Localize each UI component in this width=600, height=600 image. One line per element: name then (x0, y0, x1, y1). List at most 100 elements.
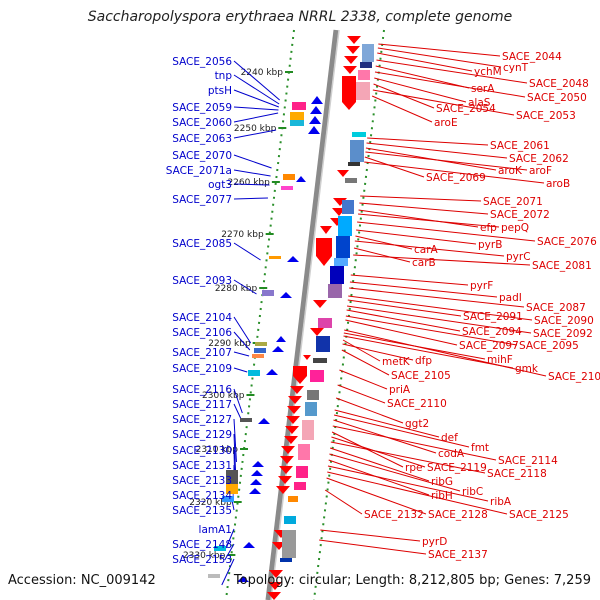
right-gene-label[interactable]: SACE_2118 (487, 468, 547, 480)
right-gene-label[interactable]: SACE_2054 (436, 103, 496, 115)
right-gene-label[interactable]: SACE_2062 (509, 153, 569, 165)
left-gene-label[interactable]: SACE_2135 (172, 505, 232, 517)
right-gene-label[interactable]: SACE_2097 (459, 340, 519, 352)
right-gene-label[interactable]: pyrD (422, 536, 447, 548)
right-gene-label[interactable]: SACE_2132 (364, 509, 424, 521)
right-leader-line (365, 151, 528, 171)
right-gene-label[interactable]: SACE_2101 (548, 371, 600, 383)
page-title: Saccharopolyspora erythraea NRRL 2338, c… (87, 9, 513, 25)
right-gene-label[interactable]: SACE_2050 (527, 92, 587, 104)
right-gene-label[interactable]: def (441, 432, 458, 444)
right-leader-line (350, 274, 469, 286)
left-leader-line (233, 197, 268, 200)
left-gene-label[interactable]: SACE_2070 (172, 150, 232, 162)
left-gene-label[interactable]: SACE_2129 (172, 429, 232, 441)
left-gene-label[interactable]: SACE_2133 (172, 475, 232, 487)
left-gene-label[interactable]: SACE_2071a (166, 165, 232, 177)
right-gene-label[interactable]: ribA (490, 496, 512, 508)
left-gene-label[interactable]: SACE_2134 (172, 490, 232, 502)
right-gene-label[interactable]: alaS (468, 97, 491, 109)
left-gene-label[interactable]: SACE_2059 (172, 102, 232, 114)
right-gene-label[interactable]: codA (438, 448, 465, 460)
right-gene-label[interactable]: ychM (474, 66, 502, 78)
right-gene-label[interactable]: priA (389, 384, 411, 396)
reverse-strand-arrows (267, 36, 361, 600)
right-gene-label[interactable]: rpe (405, 462, 422, 474)
right-gene-label[interactable]: ribH (431, 490, 453, 502)
right-gene-label[interactable]: SACE_2094 (462, 326, 522, 338)
right-gene-label[interactable]: SACE_2072 (490, 209, 550, 221)
right-gene-label[interactable]: SACE_2076 (537, 236, 597, 248)
right-gene-label[interactable]: mihF (487, 354, 513, 366)
right-gene-label[interactable]: SACE_2105 (391, 370, 451, 382)
right-gene-label[interactable]: fmt (471, 442, 489, 454)
left-gene-label[interactable]: SACE_2130 (172, 445, 232, 457)
right-gene-label[interactable]: aroF (529, 165, 552, 177)
left-gene-label[interactable]: SACE_2104 (172, 312, 232, 324)
left-gene-label[interactable]: SACE_2085 (172, 238, 232, 250)
right-gene-label[interactable]: aroK (498, 165, 523, 177)
right-gene-label[interactable]: metK (382, 356, 411, 368)
right-gene-label[interactable]: pyrF (470, 280, 493, 292)
left-gene-label[interactable]: lamA1 (199, 524, 232, 536)
right-gene-label[interactable]: dfp (415, 355, 432, 367)
right-gene-label[interactable]: cynT (503, 62, 529, 74)
left-gene-label[interactable]: SACE_2148 (172, 539, 232, 551)
right-gene-label[interactable]: SACE_2128 (428, 509, 488, 521)
right-gene-label[interactable]: SACE_2044 (502, 51, 562, 63)
right-leader-line (345, 319, 458, 346)
left-leader-line (233, 112, 279, 123)
right-gene-label[interactable]: SACE_2125 (509, 509, 569, 521)
right-gene-label[interactable]: gmk (515, 363, 539, 375)
left-gene-label[interactable]: SACE_2117 (172, 399, 232, 411)
right-leader-line (359, 202, 489, 215)
genome-summary-text: Topology: circular; Length: 8,212,805 bp… (233, 573, 591, 588)
left-gene-label[interactable]: SACE_2063 (172, 133, 232, 145)
left-gene-label[interactable]: ogt3 (208, 179, 232, 191)
right-gene-label[interactable]: SACE_2071 (483, 196, 543, 208)
right-gene-label[interactable]: SACE_2069 (426, 172, 486, 184)
right-gene-label[interactable]: efp (480, 222, 497, 234)
right-leader-line (341, 349, 390, 376)
right-gene-label[interactable]: SACE_2061 (490, 140, 550, 152)
right-gene-label[interactable]: SACE_2137 (428, 549, 488, 561)
right-gene-label[interactable]: aroE (434, 117, 458, 129)
left-gene-label[interactable]: tnp (215, 70, 233, 82)
right-gene-label[interactable]: pyrB (478, 239, 502, 251)
right-gene-label[interactable]: SACE_2081 (532, 260, 592, 272)
left-gene-label[interactable]: SACE_2116 (172, 384, 232, 396)
right-gene-label[interactable]: SACE_2091 (463, 311, 523, 323)
right-gene-label[interactable]: SACE_2095 (519, 340, 579, 352)
left-gene-label[interactable]: SACE_2077 (172, 194, 232, 206)
left-gene-label[interactable]: ptsH (208, 85, 232, 97)
left-gene-label[interactable]: SACE_2060 (172, 117, 232, 129)
right-gene-label[interactable]: SACE_2092 (533, 328, 593, 340)
left-gene-label[interactable]: SACE_2056 (172, 56, 232, 68)
right-gene-label[interactable]: ggt2 (405, 418, 429, 430)
left-gene-label[interactable]: SACE_2127 (172, 414, 232, 426)
right-gene-label[interactable]: SACE_2114 (498, 455, 558, 467)
right-gene-label[interactable]: carA (414, 244, 439, 256)
left-gene-label[interactable]: SACE_2106 (172, 327, 232, 339)
right-gene-label[interactable]: carB (412, 257, 436, 269)
left-gene-label[interactable]: SACE_2109 (172, 363, 232, 375)
right-gene-label[interactable]: ribG (431, 476, 453, 488)
right-gene-label[interactable]: serA (471, 83, 495, 95)
right-gene-label[interactable]: SACE_2090 (534, 315, 594, 327)
right-gene-label[interactable]: SACE_2053 (516, 110, 576, 122)
right-gene-label[interactable]: pepQ (501, 222, 529, 234)
right-gene-label[interactable]: SACE_2119 (427, 462, 487, 474)
right-gene-label[interactable]: SACE_2048 (529, 78, 589, 90)
left-gene-label[interactable]: SACE_2093 (172, 275, 232, 287)
left-gene-label[interactable]: SACE_2107 (172, 347, 232, 359)
left-leader-line (233, 367, 248, 373)
right-gene-label[interactable]: SACE_2087 (526, 302, 586, 314)
right-gene-label[interactable]: padI (499, 292, 522, 304)
left-gene-label[interactable]: SACE_2131 (172, 460, 232, 472)
right-gene-label[interactable]: aroB (546, 178, 570, 190)
right-gene-label[interactable]: pyrC (506, 251, 531, 263)
right-gene-label[interactable]: ribC (462, 486, 483, 498)
left-gene-label[interactable]: SACE_2153 (172, 554, 232, 566)
colored-gene-blocks (208, 44, 374, 578)
right-gene-label[interactable]: SACE_2110 (387, 398, 447, 410)
